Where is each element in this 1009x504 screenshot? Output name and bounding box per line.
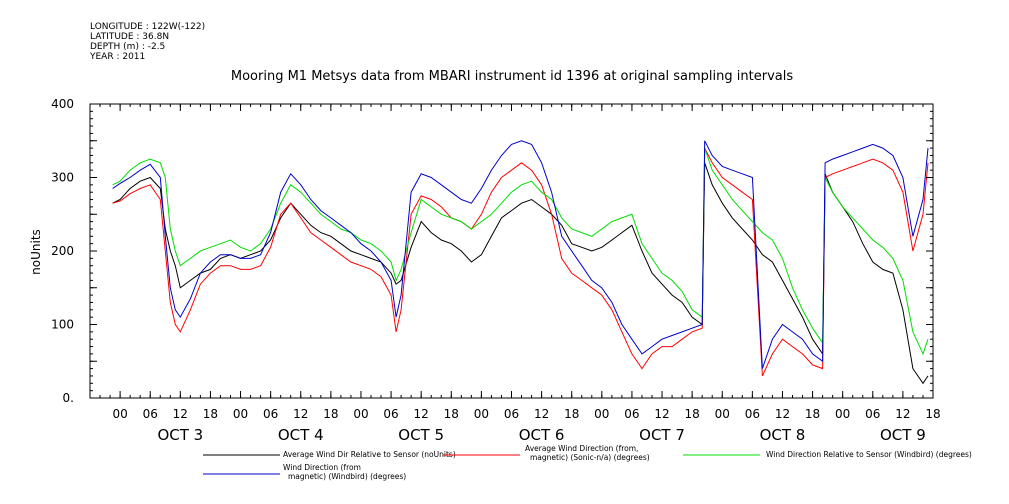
- x-tick-label: 06: [383, 407, 398, 421]
- x-tick-label: 06: [143, 407, 158, 421]
- y-tick-label: 0.: [63, 391, 74, 405]
- x-tick-label: 00: [353, 407, 368, 421]
- legend: Average Wind Dir Relative to Sensor (noU…: [203, 444, 972, 481]
- x-day-label: OCT 4: [278, 426, 324, 444]
- x-tick-label: 00: [474, 407, 489, 421]
- y-tick-label: 300: [51, 171, 74, 185]
- x-tick-label: 18: [805, 407, 820, 421]
- legend-label-2: Average Wind Direction (from,: [525, 444, 638, 453]
- legend-label-2: magnetic) (Sonic-n/a) (degrees): [530, 453, 650, 462]
- x-tick-label: 12: [173, 407, 188, 421]
- series-layer: [112, 140, 929, 385]
- axes-layer: 00 06 12 18 00 06 12 18 00 06 12 18 00 06 12 18 00 06 12 18…: [51, 97, 941, 444]
- latitude-label: LATITUDE : 36.8N: [90, 32, 170, 42]
- x-tick-label: 00: [715, 407, 730, 421]
- x-tick-label: 06: [865, 407, 880, 421]
- x-tick-label: 12: [414, 407, 429, 421]
- y-axis-label: noUnits: [29, 229, 43, 275]
- x-day-label: OCT 7: [639, 426, 685, 444]
- plot-frame: [89, 103, 934, 399]
- legend-label-4: Wind Direction (from: [283, 463, 361, 472]
- x-tick-label: 06: [624, 407, 639, 421]
- y-tick-label: 400: [51, 97, 74, 111]
- chart-title: Mooring M1 Metsys data from MBARI instru…: [231, 69, 793, 84]
- x-day-label: OCT 3: [157, 426, 203, 444]
- legend-label-1: Average Wind Dir Relative to Sensor (noU…: [283, 450, 456, 459]
- x-day-label: OCT 8: [760, 426, 806, 444]
- x-tick-label: 18: [925, 407, 940, 421]
- legend-label-3: Wind Direction Relative to Sensor (Windb…: [766, 450, 972, 459]
- longitude-label: LONGITUDE : 122W(-122): [90, 22, 206, 32]
- x-tick-label: 12: [654, 407, 669, 421]
- x-tick-label: 06: [504, 407, 519, 421]
- x-tick-label: 18: [203, 407, 218, 421]
- x-tick-label: 18: [685, 407, 700, 421]
- depth-label: DEPTH (m) : -2.5: [90, 42, 166, 52]
- x-day-label: OCT 9: [880, 426, 926, 444]
- x-tick-label: 00: [112, 407, 127, 421]
- x-tick-label: 12: [775, 407, 790, 421]
- x-tick-label: 06: [263, 407, 278, 421]
- x-tick-label: 18: [444, 407, 459, 421]
- x-tick-label: 00: [594, 407, 609, 421]
- x-tick-label: 00: [835, 407, 850, 421]
- series-line-1: [112, 162, 929, 385]
- y-tick-label: 100: [51, 318, 74, 332]
- x-tick-label: 06: [745, 407, 760, 421]
- y-tick-label: 200: [51, 244, 74, 258]
- x-tick-label: 12: [293, 407, 308, 421]
- legend-label-4: magnetic) (Windbird) (degrees): [288, 472, 406, 481]
- series-line-2: [112, 147, 929, 377]
- series-line-4: [112, 140, 929, 369]
- x-tick-label: 12: [534, 407, 549, 421]
- x-day-label: OCT 6: [519, 426, 565, 444]
- series-line-3: [112, 147, 929, 356]
- metadata-block: LONGITUDE : 122W(-122) LATITUDE : 36.8N …: [90, 22, 205, 62]
- x-day-label: OCT 5: [398, 426, 444, 444]
- year-label: YEAR : 2011: [90, 52, 146, 62]
- x-tick-label: 18: [323, 407, 338, 421]
- x-tick-label: 12: [895, 407, 910, 421]
- x-tick-label: 18: [564, 407, 579, 421]
- x-tick-label: 00: [233, 407, 248, 421]
